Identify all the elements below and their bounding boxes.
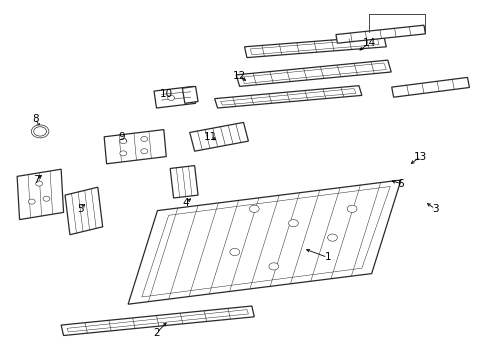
Circle shape xyxy=(34,127,46,136)
Polygon shape xyxy=(170,166,198,198)
Polygon shape xyxy=(104,130,166,164)
Polygon shape xyxy=(244,36,386,58)
Circle shape xyxy=(268,263,278,270)
Polygon shape xyxy=(154,86,195,108)
Text: 1: 1 xyxy=(324,252,330,262)
Text: 14: 14 xyxy=(362,38,375,48)
Text: 11: 11 xyxy=(203,132,217,142)
Text: 6: 6 xyxy=(397,179,404,189)
Text: 4: 4 xyxy=(182,198,189,208)
Text: 2: 2 xyxy=(153,328,160,338)
Text: 9: 9 xyxy=(118,132,124,142)
Circle shape xyxy=(120,151,126,156)
Circle shape xyxy=(43,196,50,201)
Polygon shape xyxy=(189,122,248,151)
Polygon shape xyxy=(214,86,361,108)
Text: 12: 12 xyxy=(232,71,246,81)
Text: 7: 7 xyxy=(33,175,40,185)
Text: 10: 10 xyxy=(160,89,172,99)
Polygon shape xyxy=(65,187,102,235)
Polygon shape xyxy=(335,25,425,43)
Text: 3: 3 xyxy=(431,204,438,214)
Circle shape xyxy=(288,220,298,227)
Circle shape xyxy=(31,125,49,138)
Circle shape xyxy=(120,139,126,144)
Polygon shape xyxy=(182,86,198,103)
Polygon shape xyxy=(17,169,63,220)
Circle shape xyxy=(28,199,35,204)
Circle shape xyxy=(167,95,174,100)
Text: 5: 5 xyxy=(77,204,84,214)
Polygon shape xyxy=(142,186,389,297)
Polygon shape xyxy=(236,60,390,86)
Circle shape xyxy=(249,205,259,212)
Polygon shape xyxy=(67,310,248,332)
Text: 8: 8 xyxy=(32,114,39,124)
Polygon shape xyxy=(61,306,254,336)
Circle shape xyxy=(141,149,147,154)
Polygon shape xyxy=(242,63,386,84)
Polygon shape xyxy=(250,39,378,55)
Circle shape xyxy=(346,205,356,212)
Circle shape xyxy=(36,181,42,186)
Polygon shape xyxy=(128,180,400,304)
Polygon shape xyxy=(220,89,355,105)
Text: 13: 13 xyxy=(413,152,427,162)
Circle shape xyxy=(141,136,147,141)
Circle shape xyxy=(327,234,337,241)
Circle shape xyxy=(229,248,239,256)
Polygon shape xyxy=(391,77,468,97)
